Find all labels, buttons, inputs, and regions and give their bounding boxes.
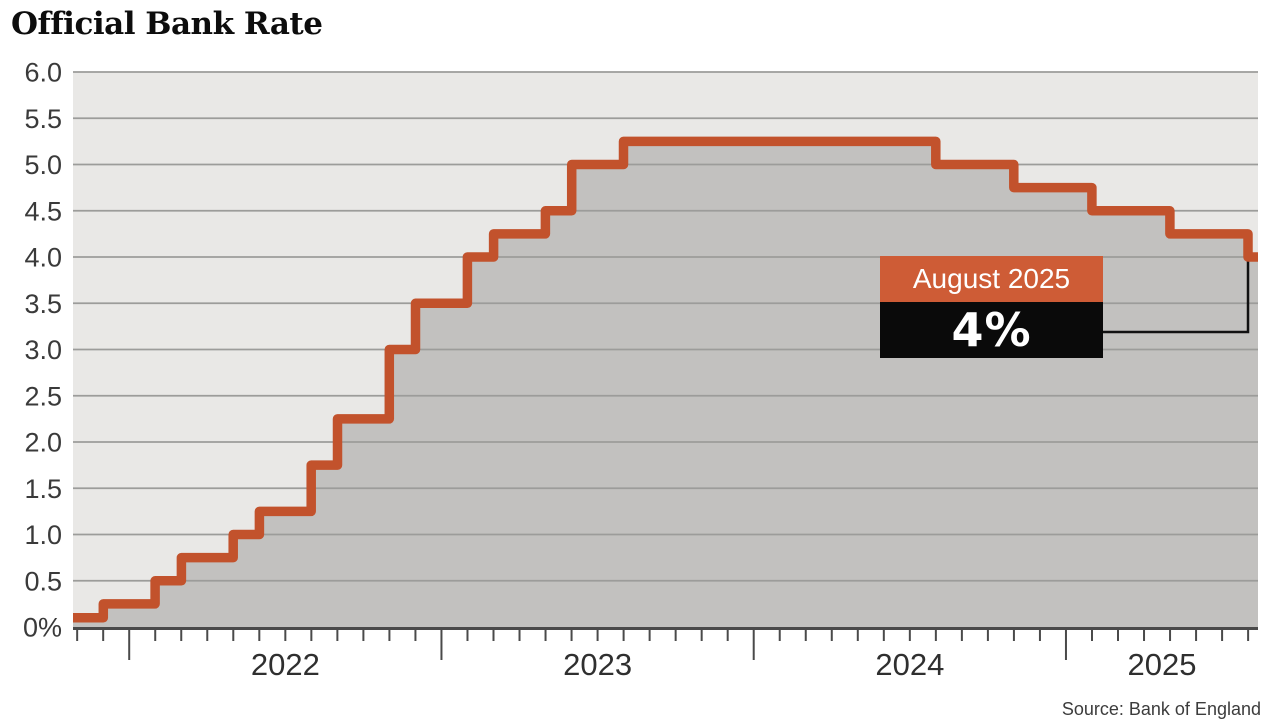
x-axis-year-label: 2022 (251, 647, 320, 682)
rate-step-line (73, 136, 1258, 623)
y-axis-label: 4.5 (24, 196, 62, 226)
x-axis-year-label: 2025 (1127, 647, 1196, 682)
x-axis-year-label: 2023 (563, 647, 632, 682)
source-credit: Source: Bank of England (1061, 699, 1261, 719)
annotation-connector-line (1100, 257, 1250, 334)
x-axis-year-label: 2024 (875, 647, 944, 682)
y-axis-label: 2.0 (24, 428, 62, 458)
annotation-rate-band: 4% (880, 302, 1103, 358)
y-axis-label: 1.5 (24, 474, 62, 504)
y-axis-label: 3.0 (24, 335, 62, 365)
annotation-date-band: August 2025 (880, 256, 1103, 302)
chart-title: Official Bank Rate (11, 6, 323, 42)
y-axis-label: 0.5 (24, 566, 62, 596)
annotation-callout: August 2025 4% (880, 256, 1103, 358)
y-axis-label: 3.5 (24, 289, 62, 319)
y-axis-label: 5.5 (24, 104, 62, 134)
y-axis-label: 4.0 (24, 243, 62, 273)
y-axis-label: 0% (23, 613, 62, 643)
y-axis-label: 1.0 (24, 520, 62, 550)
y-axis-label: 2.5 (24, 381, 62, 411)
y-axis-label: 5.0 (24, 150, 62, 180)
y-axis-label: 6.0 (24, 58, 62, 88)
